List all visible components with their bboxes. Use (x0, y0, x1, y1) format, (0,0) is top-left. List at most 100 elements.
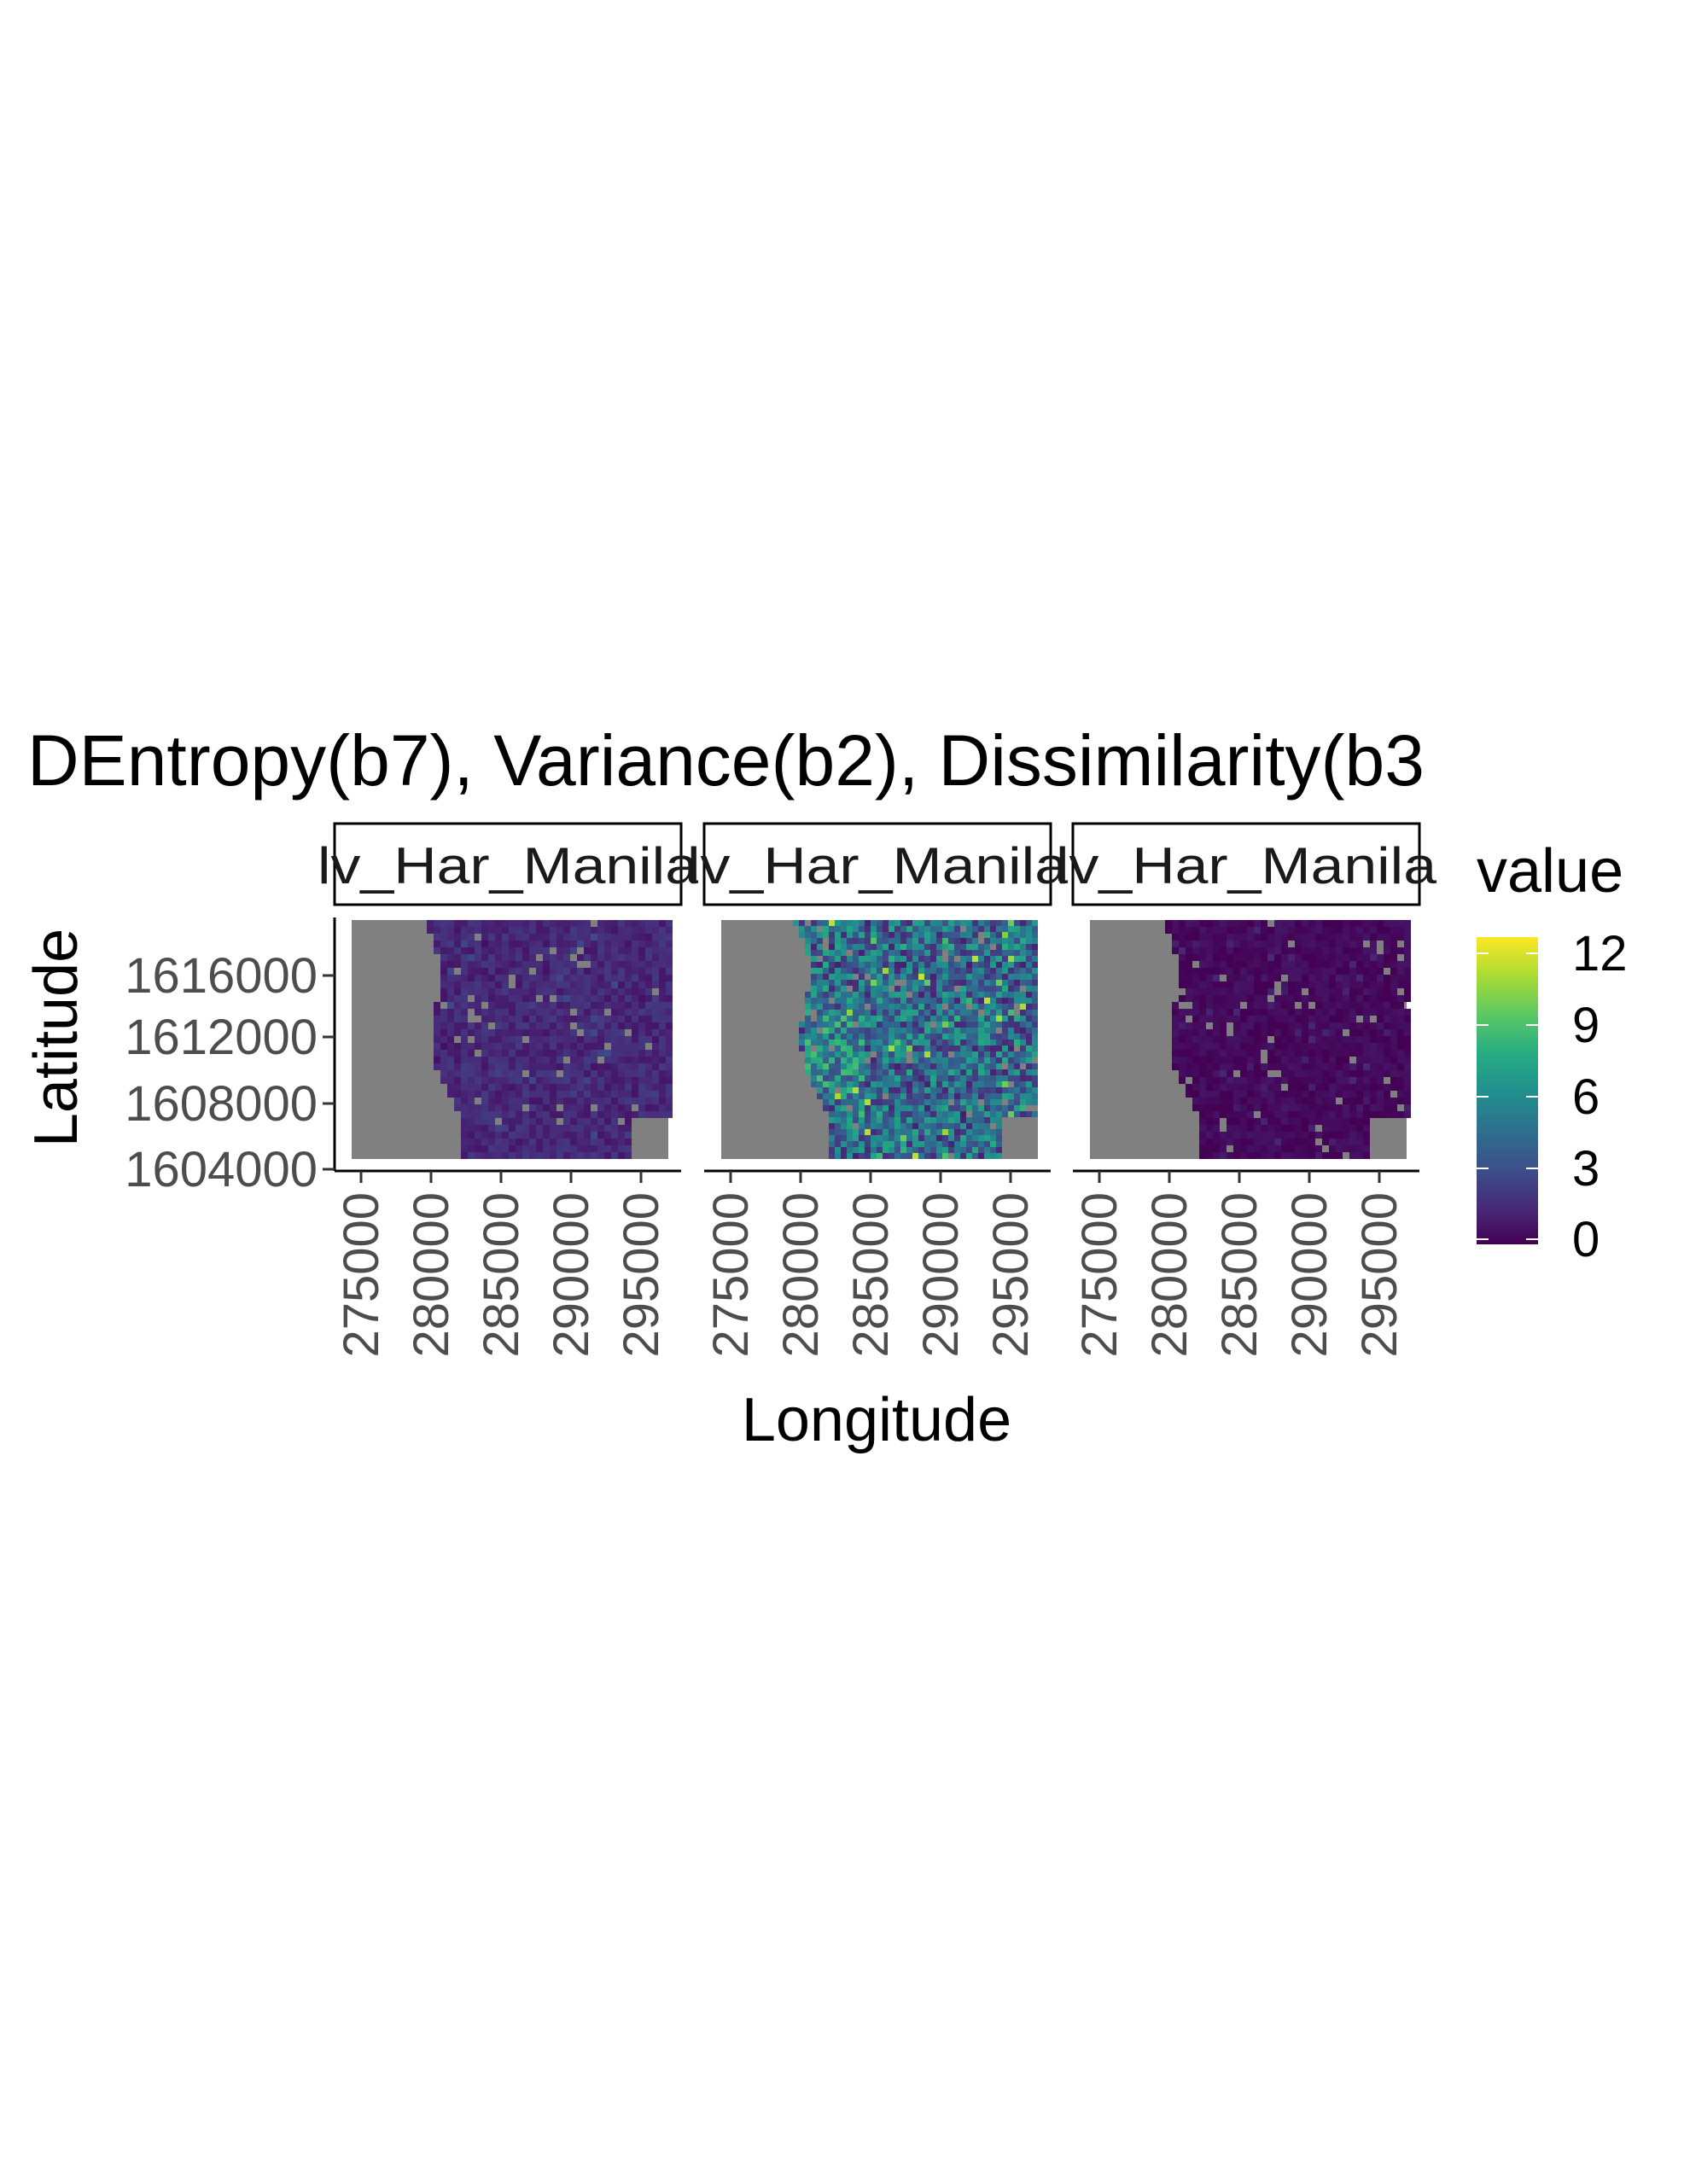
raster-cell (1220, 1111, 1227, 1118)
raster-cell (823, 1040, 829, 1045)
raster-cell (1261, 1098, 1267, 1104)
raster-cell (1404, 927, 1411, 934)
raster-cell (1002, 1093, 1008, 1099)
raster-cell (604, 1016, 611, 1022)
raster-cell (883, 1111, 889, 1117)
raster-cell (829, 1010, 835, 1016)
raster-cell (877, 1117, 883, 1123)
raster-cell (625, 1139, 632, 1145)
raster-cell (1329, 1070, 1336, 1077)
raster-cell (1349, 1118, 1356, 1125)
raster-cell (516, 1132, 522, 1139)
raster-cell (978, 1075, 984, 1081)
raster-cell (930, 920, 936, 926)
raster-cell (859, 1045, 865, 1051)
raster-cell (516, 954, 522, 961)
raster-cell (835, 920, 841, 926)
raster-cell (942, 1087, 948, 1093)
raster-cell (823, 1081, 829, 1087)
raster-cell (1404, 1009, 1411, 1016)
raster-cell (1404, 1111, 1411, 1118)
raster-cell (1390, 1077, 1397, 1084)
raster-cell (447, 1077, 454, 1084)
raster-cell (1032, 1045, 1038, 1051)
raster-cell (924, 1153, 930, 1159)
raster-cell (841, 956, 847, 962)
raster-cell (930, 1147, 936, 1153)
raster-cell (618, 995, 625, 1002)
raster-cell (984, 1069, 990, 1075)
raster-cell (1254, 968, 1261, 975)
raster-cell (1356, 1077, 1363, 1084)
raster-cell (1404, 1016, 1411, 1022)
raster-cell (853, 926, 859, 932)
raster-cell (1336, 968, 1343, 975)
raster-cell (1206, 1043, 1213, 1050)
raster-cell (522, 1043, 529, 1050)
raster-cell (618, 1104, 625, 1111)
raster-cell (1397, 934, 1404, 941)
raster-cell (1349, 1077, 1356, 1084)
raster-cell (570, 934, 577, 941)
raster-cell (1377, 968, 1384, 975)
raster-cell (1020, 1057, 1026, 1063)
raster-cell (1247, 988, 1254, 995)
raster-cell (871, 1034, 877, 1040)
raster-cell (1308, 1098, 1315, 1104)
raster-cell (990, 1129, 996, 1135)
raster-cell (930, 1040, 936, 1045)
raster-cell (889, 1135, 894, 1141)
raster-cell (972, 1117, 978, 1123)
raster-cell (1377, 920, 1384, 927)
raster-cell (577, 920, 584, 927)
raster-cell (584, 981, 591, 988)
raster-cell (1274, 934, 1281, 941)
raster-cell (659, 968, 666, 975)
raster-cell (475, 1070, 481, 1077)
raster-cell (468, 941, 475, 947)
raster-cell (1390, 1036, 1397, 1043)
raster-cell (577, 1098, 584, 1104)
raster-cell (543, 1057, 550, 1063)
raster-cell (618, 1022, 625, 1029)
raster-cell (948, 1141, 954, 1147)
raster-cell (577, 1063, 584, 1070)
raster-cell (1308, 1029, 1315, 1036)
raster-cell (966, 950, 972, 956)
raster-cell (1308, 975, 1315, 981)
raster-cell (841, 1123, 847, 1129)
raster-cell (942, 1117, 948, 1123)
raster-cell (1370, 1022, 1377, 1029)
raster-cell (948, 1135, 954, 1141)
raster-cell (604, 1050, 611, 1057)
raster-cell (1020, 1022, 1026, 1028)
raster-cell (805, 1063, 811, 1069)
raster-cell (434, 1063, 440, 1070)
raster-cell (502, 1022, 509, 1029)
raster-cell (1349, 988, 1356, 995)
raster-cell (570, 1125, 577, 1132)
raster-cell (1014, 1063, 1020, 1069)
raster-cell (1390, 1009, 1397, 1016)
raster-cell (984, 926, 990, 932)
raster-cell (1295, 1084, 1302, 1091)
raster-cell (912, 1051, 918, 1057)
raster-cell (1281, 1050, 1288, 1057)
raster-cell (1026, 1093, 1032, 1099)
raster-cell (1315, 1002, 1322, 1009)
raster-cell (1261, 995, 1267, 1002)
raster-cell (1349, 920, 1356, 927)
raster-cell (666, 954, 673, 961)
raster-cell (936, 1051, 942, 1057)
raster-cell (1220, 1145, 1227, 1152)
raster-cell (550, 961, 556, 968)
raster-cell (1302, 1104, 1308, 1111)
raster-cell (877, 1069, 883, 1075)
raster-cell (835, 944, 841, 950)
raster-cell (841, 1004, 847, 1010)
raster-cell (1186, 961, 1192, 968)
raster-cell (894, 1063, 900, 1069)
raster-cell (972, 1099, 978, 1105)
raster-cell (1267, 934, 1274, 941)
raster-cell (475, 1057, 481, 1063)
